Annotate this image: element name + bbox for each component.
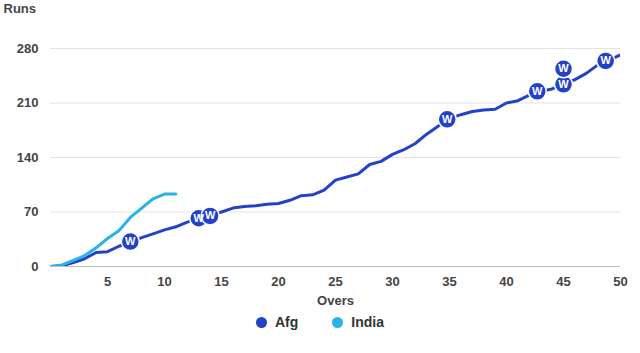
- svg-text:W: W: [558, 62, 569, 74]
- svg-text:50: 50: [613, 274, 627, 289]
- svg-text:210: 210: [17, 95, 39, 110]
- svg-text:0: 0: [31, 259, 38, 274]
- svg-text:Runs: Runs: [4, 1, 37, 16]
- svg-text:70: 70: [24, 204, 38, 219]
- svg-text:40: 40: [499, 274, 513, 289]
- svg-text:W: W: [558, 78, 569, 90]
- svg-text:W: W: [532, 85, 543, 97]
- svg-text:W: W: [600, 54, 611, 66]
- svg-text:45: 45: [556, 274, 570, 289]
- svg-text:5: 5: [104, 274, 111, 289]
- svg-text:280: 280: [17, 41, 39, 56]
- svg-text:35: 35: [442, 274, 456, 289]
- svg-text:W: W: [205, 209, 216, 221]
- html-text:India: India: [351, 314, 384, 330]
- svg-text:140: 140: [17, 150, 39, 165]
- svg-text:W: W: [125, 235, 136, 247]
- svg-text:30: 30: [385, 274, 399, 289]
- svg-text:20: 20: [271, 274, 285, 289]
- svg-text:15: 15: [214, 274, 228, 289]
- svg-text:25: 25: [328, 274, 342, 289]
- svg-text:Overs: Overs: [317, 293, 354, 308]
- svg-text:W: W: [442, 113, 453, 125]
- html-text:Afg: Afg: [275, 314, 299, 330]
- svg-text:10: 10: [157, 274, 171, 289]
- svg-text:W: W: [194, 212, 205, 224]
